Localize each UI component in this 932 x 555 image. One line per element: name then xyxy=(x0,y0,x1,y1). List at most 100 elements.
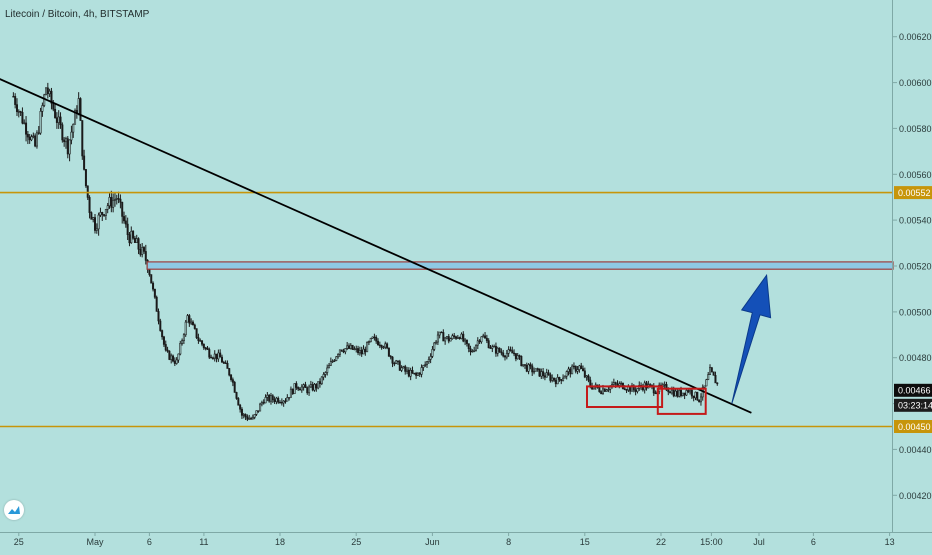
candle-body xyxy=(444,337,447,342)
consolidation-box[interactable] xyxy=(656,387,707,415)
candle-body xyxy=(277,397,280,403)
candle-body xyxy=(45,87,48,96)
candle-body xyxy=(186,315,189,323)
candle-body xyxy=(264,397,267,404)
candle-body xyxy=(663,384,666,386)
time-tick-label: 25 xyxy=(351,537,361,547)
time-axis[interactable]: 25 May 6 11 18 25 Jun 8 15 22 15:00 Jul 6 13 xyxy=(0,532,932,547)
candle-body xyxy=(137,238,140,250)
price-tick-label: 0.00540 xyxy=(899,216,932,226)
candle-body xyxy=(291,388,294,395)
candle-body xyxy=(128,234,131,244)
candle-body xyxy=(391,356,394,364)
resistance-zone[interactable] xyxy=(146,261,894,270)
candle-body xyxy=(222,362,225,364)
tradingview-logo-icon[interactable] xyxy=(4,500,24,520)
candle-body xyxy=(211,357,214,360)
candle-body xyxy=(538,368,541,377)
candle-body xyxy=(518,355,521,357)
candle-body xyxy=(670,389,673,394)
candle-body xyxy=(95,228,98,231)
candle-body xyxy=(429,356,432,360)
candle-body xyxy=(248,418,251,420)
candle-body xyxy=(115,198,118,200)
price-tick-label: 0.00480 xyxy=(899,353,932,363)
candle-body xyxy=(64,138,67,143)
candle-body xyxy=(589,379,592,387)
candle-body xyxy=(79,98,82,121)
time-tick-label: Jul xyxy=(753,537,765,547)
candle-body xyxy=(406,369,409,372)
candle-body xyxy=(551,377,554,381)
candle-body xyxy=(57,116,60,123)
candle-body xyxy=(204,347,207,349)
last-price-tag-bg xyxy=(894,383,932,397)
candle-body xyxy=(520,355,523,367)
candle-body xyxy=(123,216,126,222)
candle-body xyxy=(471,350,474,353)
time-tick-label: 11 xyxy=(199,537,208,547)
candle-body xyxy=(244,414,247,418)
candle-body xyxy=(52,102,55,110)
candle-body xyxy=(556,377,559,385)
candle-body xyxy=(259,403,262,412)
candle-body xyxy=(299,388,302,391)
candle-body xyxy=(92,217,95,220)
candle-body xyxy=(83,155,86,170)
candle-body xyxy=(175,359,178,364)
level-price-tag-bg xyxy=(894,186,932,200)
candle-body xyxy=(442,332,445,342)
candle-body xyxy=(552,377,555,381)
candle-body xyxy=(562,377,565,382)
candle-body xyxy=(250,418,253,420)
candle-body xyxy=(420,367,423,375)
projection-arrow[interactable] xyxy=(731,273,772,404)
candle-body xyxy=(707,374,710,380)
candle-body xyxy=(72,123,75,133)
candle-body xyxy=(689,389,692,393)
candle-body xyxy=(396,360,399,362)
candle-body xyxy=(601,388,604,395)
candle-body xyxy=(445,336,448,339)
candle-body xyxy=(569,368,572,375)
candle-body xyxy=(353,348,356,351)
candle-body xyxy=(101,212,104,215)
price-tick-label: 0.00440 xyxy=(899,445,932,455)
candle-body xyxy=(201,340,204,345)
candle-body xyxy=(30,136,33,141)
candle-body xyxy=(86,185,89,198)
price-axis[interactable]: 0.004200.004400.004600.004800.005000.005… xyxy=(892,0,932,532)
candle-body xyxy=(220,356,223,363)
candle-body xyxy=(90,212,93,220)
candle-body xyxy=(496,347,499,354)
candle-body xyxy=(103,214,106,216)
candle-body xyxy=(239,404,242,410)
candle-body xyxy=(329,361,332,366)
candle-body xyxy=(467,343,470,349)
time-tick-label: 8 xyxy=(506,537,511,547)
candle-body xyxy=(113,199,116,201)
candle-body xyxy=(487,340,490,349)
candle-body xyxy=(43,94,46,106)
candle-body xyxy=(132,230,135,239)
candle-body xyxy=(567,368,570,372)
candle-body xyxy=(572,365,575,368)
candle-body xyxy=(440,331,443,334)
candle-body xyxy=(543,375,546,378)
candle-body xyxy=(260,402,263,405)
candle-body xyxy=(26,133,29,138)
candle-body xyxy=(228,368,231,376)
candle-body xyxy=(182,334,185,341)
candle-body xyxy=(714,375,717,384)
candle-body xyxy=(694,391,697,399)
consolidation-box[interactable] xyxy=(586,385,664,408)
candle-body xyxy=(654,392,657,395)
candle-body xyxy=(393,362,396,365)
candle-body xyxy=(373,336,376,339)
candle-body xyxy=(68,139,71,155)
candle-body xyxy=(340,349,343,352)
trendline[interactable] xyxy=(0,53,752,414)
